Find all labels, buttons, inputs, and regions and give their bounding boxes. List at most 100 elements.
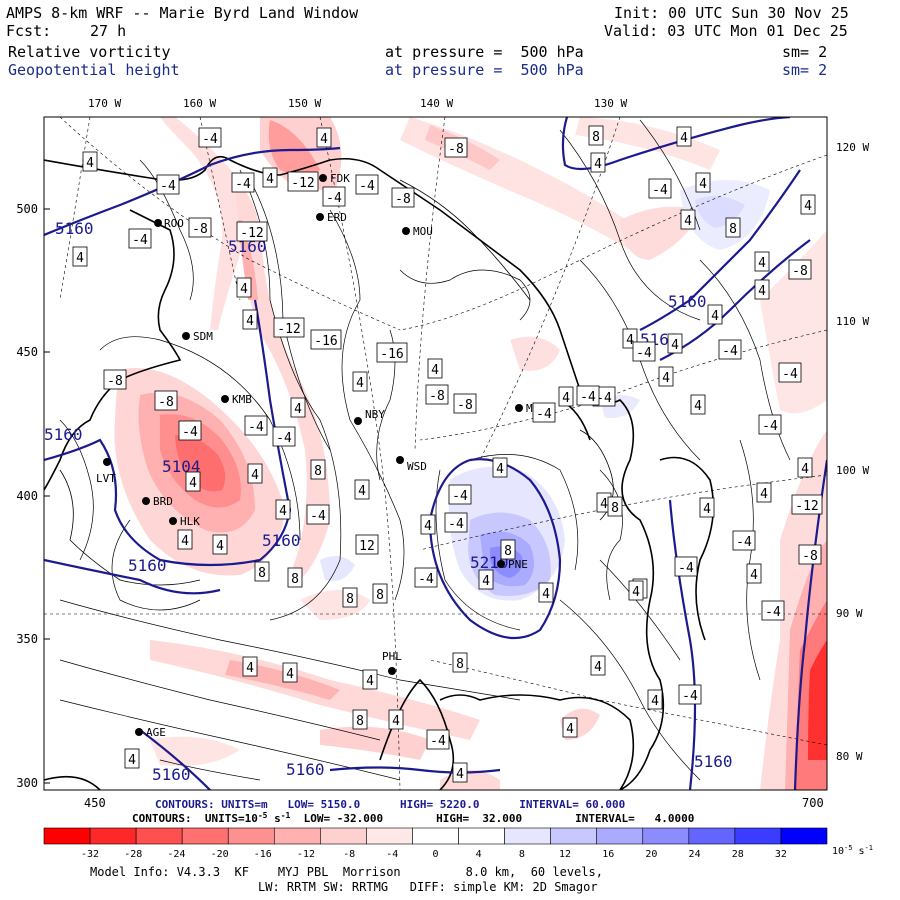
svg-text:4: 4 [358, 484, 366, 499]
colorbar-label: 4 [476, 849, 482, 860]
vorticity-label: 4 [275, 499, 291, 520]
svg-text:4: 4 [482, 574, 490, 589]
vorticity-label: -4 [632, 341, 656, 362]
colorbar-swatch [458, 827, 505, 845]
svg-text:4: 4 [671, 338, 679, 353]
svg-text:4: 4 [626, 333, 634, 348]
colorbar-swatch [320, 827, 367, 845]
vorticity-label: -12 [791, 494, 823, 515]
vorticity-label: 4 [558, 386, 574, 407]
svg-text:4: 4 [750, 568, 758, 583]
colorbar-swatch [43, 827, 91, 845]
tick-label: 450 [84, 796, 106, 810]
height-label: 5160 [55, 219, 94, 238]
model-info-line1: Model Info: V4.3.3 KF MYJ PBL Morrison 8… [90, 865, 603, 879]
svg-text:-4: -4 [448, 517, 464, 532]
svg-text:4: 4 [758, 256, 766, 271]
init-time: Init: 00 UTC Sun 30 Nov 25 [614, 4, 849, 22]
height-label: 5160 [262, 531, 301, 550]
lon-label: 80 W [836, 750, 863, 763]
station-sdm: SDM [182, 330, 213, 343]
left-axis-ticks: 500 450 400 350 300 [16, 202, 38, 790]
svg-text:LVT: LVT [96, 472, 116, 485]
station-roo: ROO [154, 217, 184, 230]
vorticity-label: 4 [262, 167, 278, 188]
vorticity-label: -4 [306, 504, 330, 525]
svg-text:-4: -4 [310, 509, 326, 524]
geopotential-height-contours [44, 117, 827, 790]
svg-text:PHL: PHL [382, 650, 402, 663]
svg-text:-4: -4 [359, 179, 375, 194]
colorbar-label: 8 [519, 849, 525, 860]
svg-text:-8: -8 [429, 389, 445, 404]
svg-text:4: 4 [392, 714, 400, 729]
vorticity-label: -8 [154, 390, 178, 411]
svg-text:-8: -8 [395, 192, 411, 207]
vorticity-label: 8 [588, 125, 604, 146]
left-tick-marks [44, 208, 50, 784]
svg-text:4: 4 [356, 376, 364, 391]
vorticity-label: 4 [478, 569, 494, 590]
svg-text:-16: -16 [380, 347, 403, 362]
svg-text:4: 4 [320, 132, 328, 147]
forecast-hour: 27 h [90, 22, 127, 40]
vorticity-label: -12 [287, 171, 319, 192]
vorticity-label: 4 [185, 471, 201, 492]
vorticity-label: -4 [674, 556, 698, 577]
svg-text:-8: -8 [457, 398, 473, 413]
vorticity-label: 4 [388, 709, 404, 730]
svg-text:4: 4 [366, 674, 374, 689]
svg-text:4: 4 [594, 157, 602, 172]
tick-label: 350 [16, 632, 38, 646]
tick-label: 400 [16, 489, 38, 503]
tick-label: 300 [16, 776, 38, 790]
vorticity-label: 4 [562, 717, 578, 738]
lon-label: 150 W [288, 97, 321, 110]
vorticity-label: 4 [707, 304, 723, 325]
svg-text:4: 4 [594, 660, 602, 675]
vorticity-label: 4 [647, 689, 663, 710]
svg-text:-8: -8 [448, 142, 464, 157]
svg-text:-8: -8 [792, 264, 808, 279]
svg-text:4: 4 [600, 497, 608, 512]
svg-text:-4: -4 [132, 233, 148, 248]
svg-text:-4: -4 [762, 419, 778, 434]
vorticity-label: -4 [322, 186, 346, 207]
bottom-axis-ticks: 450 700 [84, 796, 824, 810]
vorticity-label: 8 [352, 709, 368, 730]
vorticity-label: 4 [282, 662, 298, 683]
svg-text:4: 4 [181, 534, 189, 549]
svg-text:-8: -8 [802, 549, 818, 564]
lon-label: 110 W [836, 315, 869, 328]
vorticity-label: -4 [576, 385, 600, 406]
svg-text:8: 8 [314, 464, 322, 479]
colorbar-swatch [227, 827, 275, 845]
positive-vorticity-fills [320, 180, 770, 601]
colorbar-swatch [780, 827, 828, 845]
svg-text:-4: -4 [678, 561, 694, 576]
tick-label: 450 [16, 345, 38, 359]
station-kmb: KMB [221, 393, 252, 406]
vorticity-label: 4 [800, 194, 816, 215]
svg-text:ERD: ERD [327, 211, 347, 224]
colorbar-label: -12 [297, 849, 315, 860]
vorticity-label: -8 [188, 217, 212, 238]
vorticity-label: 4 [680, 209, 696, 230]
lon-label: 170 W [88, 97, 121, 110]
svg-text:8: 8 [376, 588, 384, 603]
svg-text:FDK: FDK [330, 172, 350, 185]
svg-text:-12: -12 [277, 322, 300, 337]
colorbar-label: -32 [81, 849, 99, 860]
vorticity-label: -12 [273, 317, 305, 338]
svg-text:-8: -8 [192, 222, 208, 237]
vorticity-label: -4 [231, 172, 255, 193]
vorticity-label: -4 [778, 362, 802, 383]
svg-text:-4: -4 [636, 346, 652, 361]
vorticity-label: 4 [797, 457, 813, 478]
vorticity-label: 4 [352, 371, 368, 392]
vorticity-label: -12 [236, 221, 268, 242]
valid-time: Valid: 03 UTC Mon 01 Dec 25 [604, 22, 848, 40]
vorticity-label: -4 [678, 684, 702, 705]
vorticity-label: 4 [452, 762, 468, 783]
vorticity-label: 4 [756, 482, 772, 503]
